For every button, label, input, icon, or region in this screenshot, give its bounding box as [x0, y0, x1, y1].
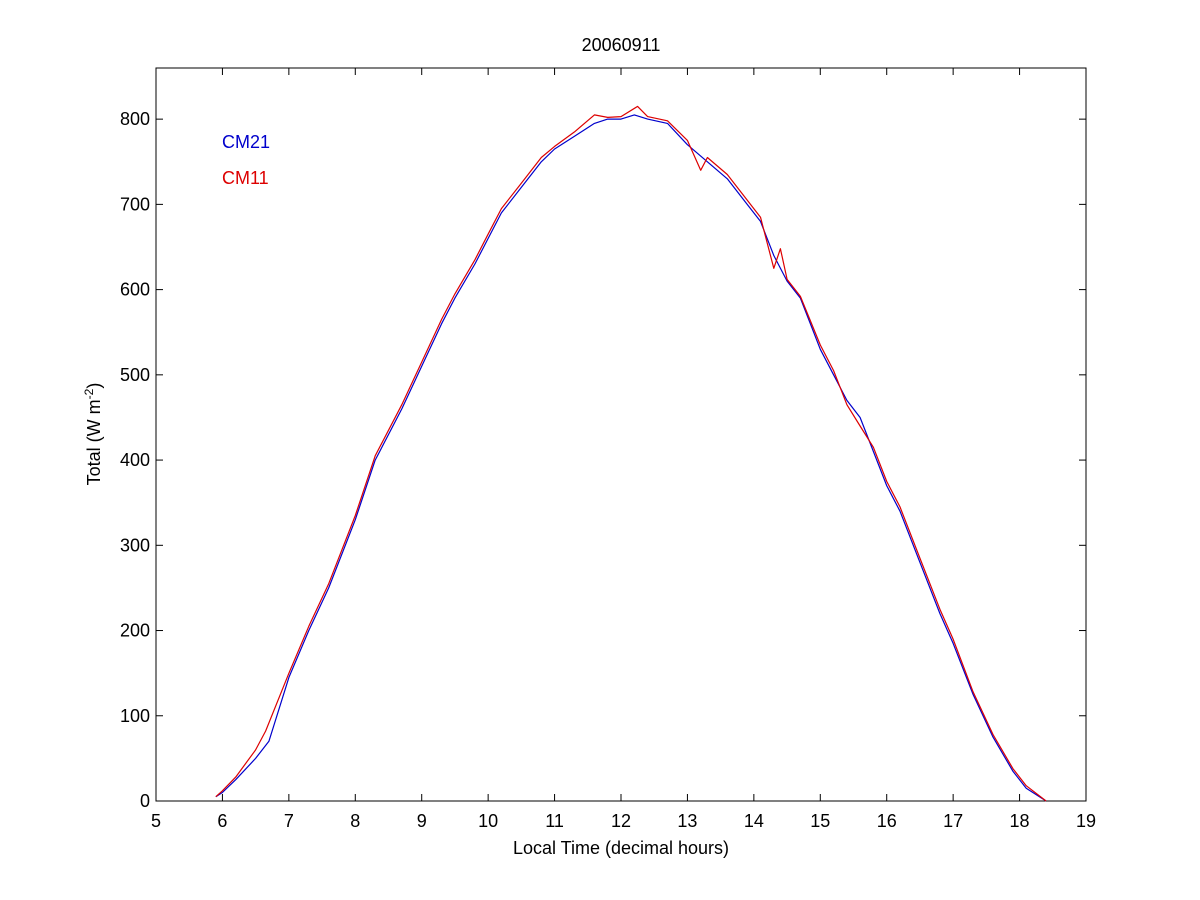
- series-line-cm21: [215, 114, 1047, 802]
- y-axis-label-superscript: -2: [82, 388, 96, 399]
- x-tick-label: 17: [943, 811, 963, 831]
- x-tick-label: 16: [877, 811, 897, 831]
- y-tick-label: 400: [120, 450, 150, 470]
- x-tick-label: 19: [1076, 811, 1096, 831]
- x-tick-label: 13: [677, 811, 697, 831]
- y-axis-label: Total (W m-2): [82, 383, 104, 486]
- legend-entry-cm21: CM21: [222, 132, 270, 152]
- y-axis-ticks: 0 100 200 300 400 500 600 700 800: [120, 109, 1086, 811]
- chart-title: 20060911: [582, 35, 661, 55]
- y-tick-label: 100: [120, 706, 150, 726]
- series-line-cm11: [215, 105, 1047, 802]
- y-axis-label-main: Total (W m: [84, 399, 104, 485]
- y-tick-label: 600: [120, 280, 150, 300]
- legend-entry-cm11: CM11: [222, 168, 269, 188]
- y-tick-label: 0: [140, 791, 150, 811]
- y-tick-label: 300: [120, 535, 150, 555]
- x-tick-label: 12: [611, 811, 631, 831]
- plot-area-frame: [155, 67, 1087, 802]
- x-tick-label: 18: [1010, 811, 1030, 831]
- x-tick-label: 7: [284, 811, 294, 831]
- y-tick-label: 700: [120, 194, 150, 214]
- legend: CM21 CM11: [222, 132, 270, 188]
- x-tick-label: 10: [478, 811, 498, 831]
- y-tick-label: 200: [120, 621, 150, 641]
- x-axis-ticks: 5 6 7 8 9 10 11 12 13 14 15 16 17 18 19: [151, 68, 1096, 831]
- y-axis-label-close: ): [84, 383, 104, 389]
- x-tick-label: 11: [545, 811, 564, 831]
- x-tick-label: 14: [744, 811, 764, 831]
- y-tick-label: 500: [120, 365, 150, 385]
- x-tick-label: 9: [417, 811, 427, 831]
- x-tick-label: 6: [217, 811, 227, 831]
- y-tick-label: 800: [120, 109, 150, 129]
- x-tick-label: 8: [350, 811, 360, 831]
- x-axis-label: Local Time (decimal hours): [513, 838, 729, 858]
- x-tick-label: 5: [151, 811, 161, 831]
- x-tick-label: 15: [810, 811, 830, 831]
- series-lines: [215, 105, 1047, 802]
